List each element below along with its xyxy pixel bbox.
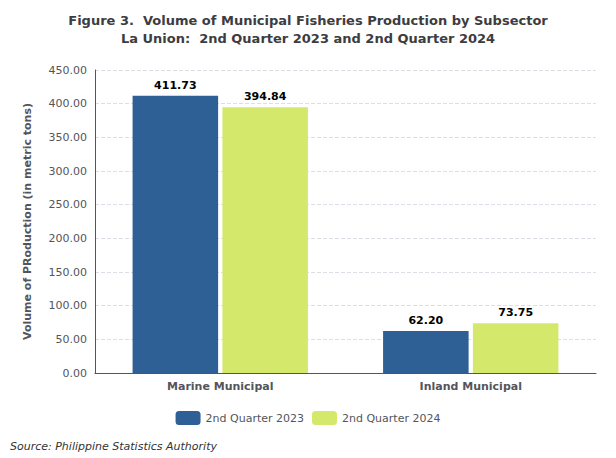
svg-text:0.00: 0.00 (63, 367, 88, 380)
svg-text:150.00: 150.00 (49, 266, 88, 279)
svg-text:100.00: 100.00 (49, 299, 88, 312)
svg-text:La Union: 2nd Quarter 2023 an: La Union: 2nd Quarter 2023 and 2nd Quart… (121, 31, 495, 46)
svg-text:2nd Quarter 2023: 2nd Quarter 2023 (206, 412, 304, 425)
svg-text:350.00: 350.00 (49, 131, 88, 144)
svg-text:50.00: 50.00 (56, 333, 88, 346)
svg-text:300.00: 300.00 (49, 165, 88, 178)
svg-text:Source: Philippine Statistics: Source: Philippine Statistics Authority (10, 440, 217, 453)
svg-text:Figure 3. Volume of Municipal: Figure 3. Volume of Municipal Fisheries … (68, 13, 548, 28)
svg-text:400.00: 400.00 (49, 97, 88, 110)
svg-text:2nd Quarter 2024: 2nd Quarter 2024 (342, 412, 440, 425)
svg-text:450.00: 450.00 (49, 64, 88, 77)
svg-text:73.75: 73.75 (498, 306, 533, 319)
svg-text:Volume of PRoduction (in metri: Volume of PRoduction (in metric tons) (21, 103, 34, 340)
svg-text:411.73: 411.73 (154, 79, 196, 92)
svg-text:Marine Municipal: Marine Municipal (167, 380, 273, 393)
svg-text:394.84: 394.84 (244, 90, 287, 103)
svg-text:200.00: 200.00 (49, 232, 88, 245)
svg-text:Inland Municipal: Inland Municipal (420, 380, 522, 393)
svg-text:250.00: 250.00 (49, 198, 88, 211)
svg-text:62.20: 62.20 (408, 314, 443, 327)
